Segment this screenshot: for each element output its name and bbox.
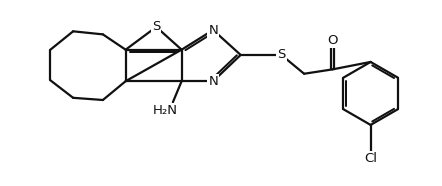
Text: H₂N: H₂N xyxy=(152,104,178,117)
Text: O: O xyxy=(328,34,338,47)
Text: N: N xyxy=(208,75,218,88)
Text: Cl: Cl xyxy=(364,152,377,165)
Text: S: S xyxy=(277,48,286,61)
Text: S: S xyxy=(152,20,160,33)
Text: N: N xyxy=(208,23,218,36)
